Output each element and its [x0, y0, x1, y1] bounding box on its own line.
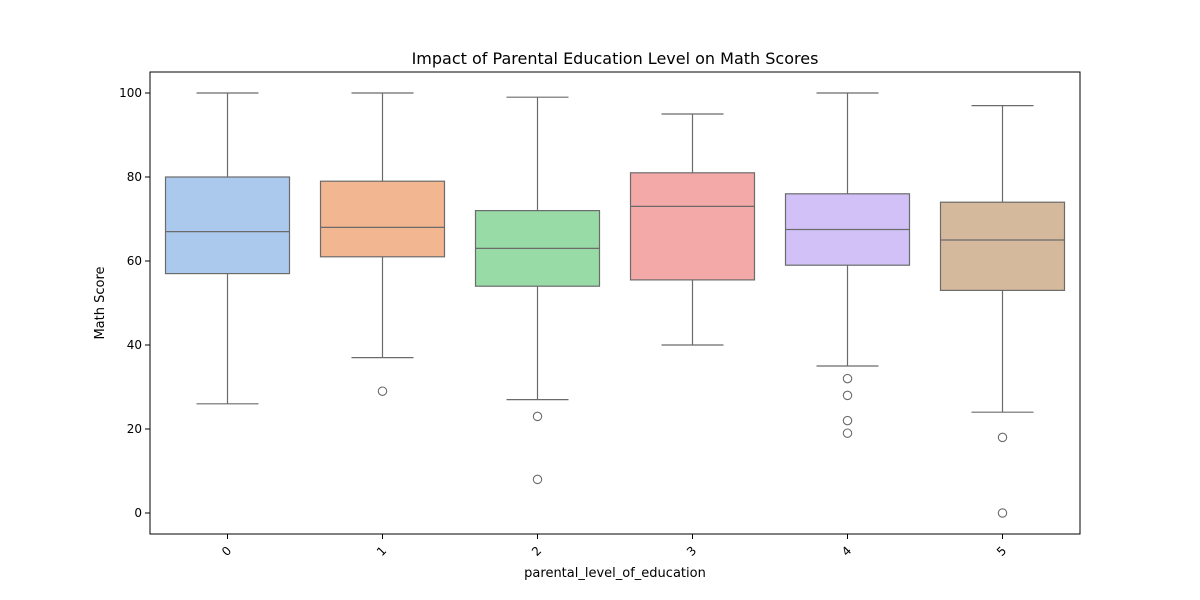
iqr-box	[164, 176, 291, 275]
outlier-point	[997, 432, 1008, 443]
y-tick-label: 20	[127, 422, 142, 436]
outlier-point	[842, 390, 853, 401]
outlier-point	[842, 428, 853, 438]
axes-frame	[149, 71, 1081, 535]
box-group-4	[784, 92, 911, 438]
iqr-box	[629, 172, 756, 281]
plot-area	[164, 92, 1066, 518]
box-group-5	[939, 104, 1066, 518]
x-axis-label: parental_level_of_education	[524, 566, 706, 581]
y-axis-label: Math Score	[93, 266, 108, 339]
box-group-1	[319, 92, 446, 396]
iqr-box	[939, 201, 1066, 291]
y-tick-label: 40	[127, 338, 142, 352]
chart-title: Impact of Parental Education Level on Ma…	[412, 49, 819, 68]
outlier-point	[377, 386, 388, 396]
outlier-point	[842, 373, 853, 384]
outlier-point	[842, 415, 853, 426]
iqr-box	[319, 180, 446, 258]
outlier-point	[532, 411, 543, 422]
box-group-0	[164, 92, 291, 405]
y-axis: 0 20 40 60 80 100	[119, 86, 150, 520]
box-group-3	[629, 113, 756, 346]
y-tick-label: 100	[119, 86, 142, 100]
outlier-point	[997, 508, 1008, 518]
box-group-2	[474, 96, 601, 485]
y-tick-label: 0	[134, 506, 142, 520]
y-tick-label: 60	[127, 254, 142, 268]
y-tick-label: 80	[127, 170, 142, 184]
outlier-point	[532, 474, 543, 485]
